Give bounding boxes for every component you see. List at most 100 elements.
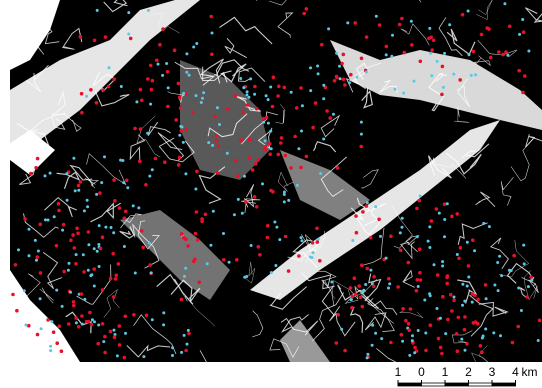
cyan-point bbox=[346, 21, 349, 24]
red-point bbox=[88, 311, 92, 315]
red-point bbox=[409, 307, 413, 311]
cyan-point bbox=[338, 65, 341, 68]
red-point bbox=[144, 183, 148, 187]
red-point bbox=[104, 35, 108, 39]
red-point bbox=[101, 288, 105, 292]
red-point bbox=[117, 262, 121, 266]
cyan-point bbox=[401, 217, 404, 220]
cyan-point bbox=[195, 94, 198, 97]
red-point bbox=[241, 110, 245, 114]
red-point bbox=[124, 210, 128, 214]
cyan-point bbox=[283, 200, 286, 203]
cyan-point bbox=[253, 93, 256, 96]
cyan-point bbox=[350, 298, 353, 301]
cyan-point bbox=[401, 226, 404, 229]
cyan-point bbox=[239, 77, 242, 80]
cyan-point bbox=[497, 289, 500, 292]
cyan-point bbox=[296, 184, 299, 187]
red-point bbox=[501, 53, 505, 57]
cyan-point bbox=[96, 9, 99, 12]
cyan-point bbox=[530, 279, 533, 282]
red-point bbox=[517, 69, 521, 73]
red-point bbox=[480, 350, 484, 354]
cyan-point bbox=[463, 300, 466, 303]
red-point bbox=[234, 94, 238, 98]
cyan-point bbox=[274, 264, 277, 267]
cyan-point bbox=[262, 121, 265, 124]
red-point bbox=[521, 91, 525, 95]
red-point bbox=[155, 59, 159, 63]
cyan-point bbox=[195, 42, 198, 45]
cyan-point bbox=[527, 50, 530, 53]
cyan-point bbox=[206, 262, 209, 265]
cyan-point bbox=[270, 147, 273, 150]
cyan-point bbox=[439, 317, 442, 320]
red-point bbox=[163, 160, 167, 164]
cyan-point bbox=[68, 262, 71, 265]
cyan-point bbox=[123, 245, 126, 248]
cyan-point bbox=[72, 157, 75, 160]
cyan-point bbox=[301, 104, 304, 107]
red-point bbox=[112, 295, 116, 299]
red-point bbox=[446, 318, 450, 322]
red-point bbox=[333, 79, 337, 83]
cyan-point bbox=[211, 144, 214, 147]
red-point bbox=[138, 160, 142, 164]
cyan-point bbox=[186, 343, 189, 346]
cyan-point bbox=[492, 331, 495, 334]
cyan-point bbox=[44, 174, 47, 177]
cyan-point bbox=[365, 71, 368, 74]
cyan-point bbox=[23, 289, 26, 292]
red-point bbox=[109, 330, 113, 334]
red-point bbox=[399, 249, 403, 253]
red-point bbox=[258, 253, 262, 257]
cyan-point bbox=[366, 356, 369, 359]
red-point bbox=[335, 341, 339, 345]
cyan-point bbox=[317, 72, 320, 75]
cyan-point bbox=[348, 81, 351, 84]
cyan-point bbox=[371, 344, 374, 347]
red-point bbox=[55, 244, 59, 248]
red-point bbox=[179, 106, 183, 110]
cyan-point bbox=[436, 307, 439, 310]
red-point bbox=[268, 152, 272, 156]
cyan-point bbox=[28, 228, 31, 231]
terrain bbox=[0, 0, 542, 388]
cyan-point bbox=[496, 261, 499, 264]
red-point bbox=[215, 134, 219, 138]
cyan-point bbox=[209, 244, 212, 247]
cyan-point bbox=[500, 274, 503, 277]
cyan-point bbox=[335, 52, 338, 55]
cyan-point bbox=[269, 130, 272, 133]
red-point bbox=[103, 335, 107, 339]
red-point bbox=[101, 88, 105, 92]
cyan-point bbox=[242, 86, 245, 89]
red-point bbox=[80, 314, 84, 318]
red-point bbox=[57, 202, 61, 206]
red-point bbox=[150, 88, 154, 92]
red-point bbox=[497, 50, 501, 54]
cyan-point bbox=[430, 74, 433, 77]
cyan-point bbox=[466, 241, 469, 244]
red-point bbox=[161, 27, 165, 31]
cyan-point bbox=[417, 329, 420, 332]
red-point bbox=[67, 322, 71, 326]
cyan-point bbox=[222, 232, 225, 235]
cyan-point bbox=[518, 33, 521, 36]
cyan-point bbox=[127, 11, 130, 14]
cyan-point bbox=[300, 236, 303, 239]
red-point bbox=[272, 76, 276, 80]
red-point bbox=[311, 241, 315, 245]
red-point bbox=[239, 138, 243, 142]
cyan-point bbox=[408, 354, 411, 357]
red-point bbox=[340, 62, 344, 66]
red-point bbox=[141, 246, 145, 250]
red-point bbox=[115, 274, 119, 278]
red-point bbox=[112, 178, 116, 182]
cyan-point bbox=[309, 89, 312, 92]
red-point bbox=[365, 35, 369, 39]
red-point bbox=[445, 282, 449, 286]
red-point bbox=[132, 313, 136, 317]
red-point bbox=[90, 323, 94, 327]
cyan-point bbox=[371, 324, 374, 327]
